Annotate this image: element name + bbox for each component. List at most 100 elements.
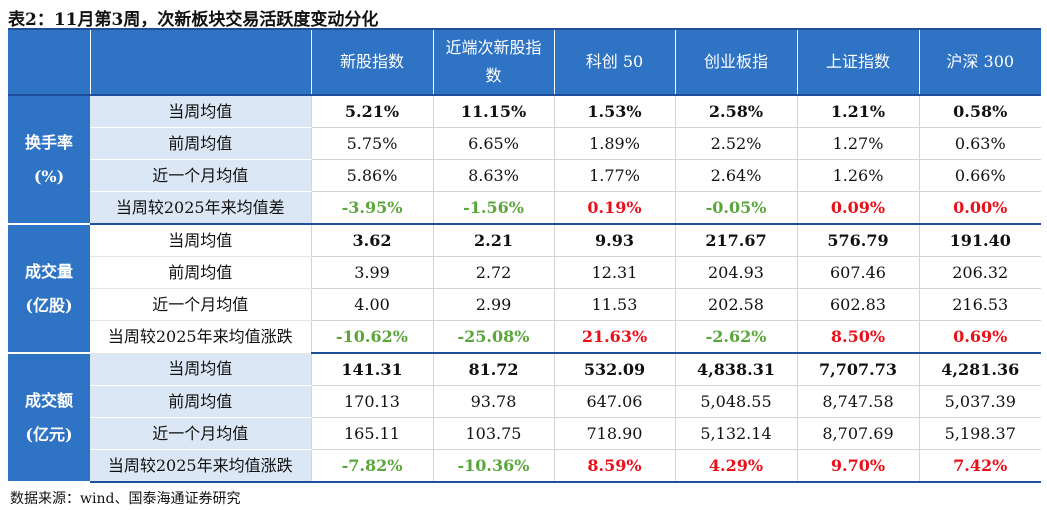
table-row: 当周较2025年来均值涨跌 -10.62% -25.08% 21.63% -2.62% 8…: [8, 320, 1041, 354]
cell-value: 1.77%: [553, 159, 675, 192]
cell-value: 206.32: [918, 256, 1041, 289]
table-row: 近一个月均值 165.11 103.75 718.90 5,132.14 8,707.69…: [8, 417, 1041, 450]
cell-value: -1.56%: [432, 191, 554, 225]
header-corner-label: [89, 30, 311, 96]
cell-value: 0.58%: [918, 94, 1041, 128]
cell-value: 141.31: [310, 352, 433, 386]
table-row: 前周均值 3.99 2.72 12.31 204.93 607.46 206.32: [8, 256, 1041, 289]
table-row: 前周均值 5.75% 6.65% 1.89% 2.52% 1.27% 0.63%: [8, 127, 1041, 160]
group-name-main: 换手率: [24, 132, 73, 152]
cell-value: 5,048.55: [674, 385, 797, 418]
cell-value: -7.82%: [310, 449, 433, 483]
cell-value: 2.64%: [674, 159, 797, 192]
source-note: 数据来源：wind、国泰海通证券研究: [10, 491, 241, 507]
cell-value: 1.26%: [796, 159, 919, 192]
cell-value: 2.58%: [674, 94, 797, 128]
cell-value: -10.36%: [432, 449, 554, 483]
cell-value: 8,747.58: [796, 385, 919, 418]
header-col-5: 上证指数: [796, 30, 919, 96]
header-row: 新股指数 近端次新股指数 科创 50 创业板指 上证指数 沪深 300: [8, 30, 1041, 96]
cell-value: 3.62: [310, 223, 433, 257]
cell-value: 4,838.31: [674, 352, 797, 386]
group-name: 换手率 (%): [8, 94, 90, 225]
cell-value: 21.63%: [553, 320, 675, 354]
activity-table: 新股指数 近端次新股指数 科创 50 创业板指 上证指数 沪深 300 换手率 (…: [8, 30, 1041, 483]
row-label: 前周均值: [90, 385, 311, 418]
cell-value: 9.70%: [796, 449, 919, 483]
cell-value: 647.06: [553, 385, 675, 418]
header-col-4: 创业板指: [674, 30, 797, 96]
table-row: 成交额 (亿元) 当周均值 141.31 81.72 532.09 4,838.31 7,70…: [8, 352, 1041, 483]
row-label: 近一个月均值: [90, 159, 311, 192]
cell-value: 5.75%: [310, 127, 433, 160]
cell-value: 0.00%: [918, 191, 1041, 225]
cell-value: 607.46: [796, 256, 919, 289]
cell-value: 1.53%: [553, 94, 675, 128]
cell-value: 6.65%: [432, 127, 554, 160]
cell-value: 216.53: [918, 288, 1041, 321]
group-name-unit: (亿元): [25, 424, 73, 444]
row-label: 当周较2025年来均值差: [90, 191, 311, 225]
group-name-main: 成交量: [24, 261, 73, 281]
cell-value: 0.09%: [796, 191, 919, 225]
header-col-1: 新股指数: [310, 30, 433, 96]
group-amount: 成交额 (亿元) 当周均值 141.31 81.72 532.09 4,838.31 7,70…: [8, 352, 1041, 483]
cell-value: 7,707.73: [796, 352, 919, 386]
row-label: 近一个月均值: [90, 417, 311, 450]
cell-value: 4.29%: [674, 449, 797, 483]
header-col-2-text: 近端次新股指数: [445, 38, 542, 85]
cell-value: 8.50%: [796, 320, 919, 354]
cell-value: 0.66%: [918, 159, 1041, 192]
cell-value: 0.19%: [553, 191, 675, 225]
cell-value: 81.72: [432, 352, 554, 386]
row-label: 当周均值: [90, 223, 311, 257]
title-underline: [8, 28, 1041, 30]
cell-value: 93.78: [432, 385, 554, 418]
group-volume: 成交量 (亿股) 当周均值 3.62 2.21 9.93 217.67 576.79 191.4…: [8, 223, 1041, 354]
cell-value: 532.09: [553, 352, 675, 386]
cell-value: 165.11: [310, 417, 433, 450]
cell-value: 12.31: [553, 256, 675, 289]
cell-value: 202.58: [674, 288, 797, 321]
table-row: 成交量 (亿股) 当周均值 3.62 2.21 9.93 217.67 576.79 191.4…: [8, 223, 1041, 354]
table-row: 前周均值 170.13 93.78 647.06 5,048.55 8,747.58 5,0…: [8, 385, 1041, 418]
group-name: 成交额 (亿元): [8, 352, 90, 483]
cell-value: 8,707.69: [796, 417, 919, 450]
cell-value: 2.72: [432, 256, 554, 289]
row-label: 前周均值: [90, 127, 311, 160]
cell-value: 2.99: [432, 288, 554, 321]
cell-value: 217.67: [674, 223, 797, 257]
cell-value: 4,281.36: [918, 352, 1041, 386]
header-col-6: 沪深 300: [918, 30, 1041, 96]
cell-value: 602.83: [796, 288, 919, 321]
row-label: 当周较2025年来均值涨跌: [90, 320, 311, 354]
cell-value: 718.90: [553, 417, 675, 450]
cell-value: 9.93: [553, 223, 675, 257]
table-row: 近一个月均值 4.00 2.99 11.53 202.58 602.83 216.53: [8, 288, 1041, 321]
cell-value: 8.59%: [553, 449, 675, 483]
header-col-2: 近端次新股指数: [432, 30, 554, 96]
row-label: 前周均值: [90, 256, 311, 289]
cell-value: 1.89%: [553, 127, 675, 160]
cell-value: 204.93: [674, 256, 797, 289]
cell-value: -25.08%: [432, 320, 554, 354]
cell-value: 0.63%: [918, 127, 1041, 160]
row-label: 近一个月均值: [90, 288, 311, 321]
table-row: 近一个月均值 5.86% 8.63% 1.77% 2.64% 1.26% 0.66%: [8, 159, 1041, 192]
cell-value: -3.95%: [310, 191, 433, 225]
group-name: 成交量 (亿股): [8, 223, 90, 354]
cell-value: -2.62%: [674, 320, 797, 354]
table-row: 换手率 (%) 当周均值 5.21% 11.15% 1.53% 2.58% 1.21% 0.58…: [8, 94, 1041, 225]
cell-value: -0.05%: [674, 191, 797, 225]
group-name-unit: (亿股): [25, 295, 73, 315]
cell-value: 4.00: [310, 288, 433, 321]
header-corner: [8, 30, 90, 96]
cell-value: 5,132.14: [674, 417, 797, 450]
cell-value: 5,198.37: [918, 417, 1041, 450]
table-row: 当周较2025年来均值涨跌 -7.82% -10.36% 8.59% 4.29% 9.70…: [8, 449, 1041, 483]
cell-value: 0.69%: [918, 320, 1041, 354]
row-label: 当周较2025年来均值涨跌: [90, 449, 311, 483]
cell-value: 7.42%: [918, 449, 1041, 483]
group-turnover: 换手率 (%) 当周均值 5.21% 11.15% 1.53% 2.58% 1.21% 0.58…: [8, 94, 1041, 225]
cell-value: -10.62%: [310, 320, 433, 354]
